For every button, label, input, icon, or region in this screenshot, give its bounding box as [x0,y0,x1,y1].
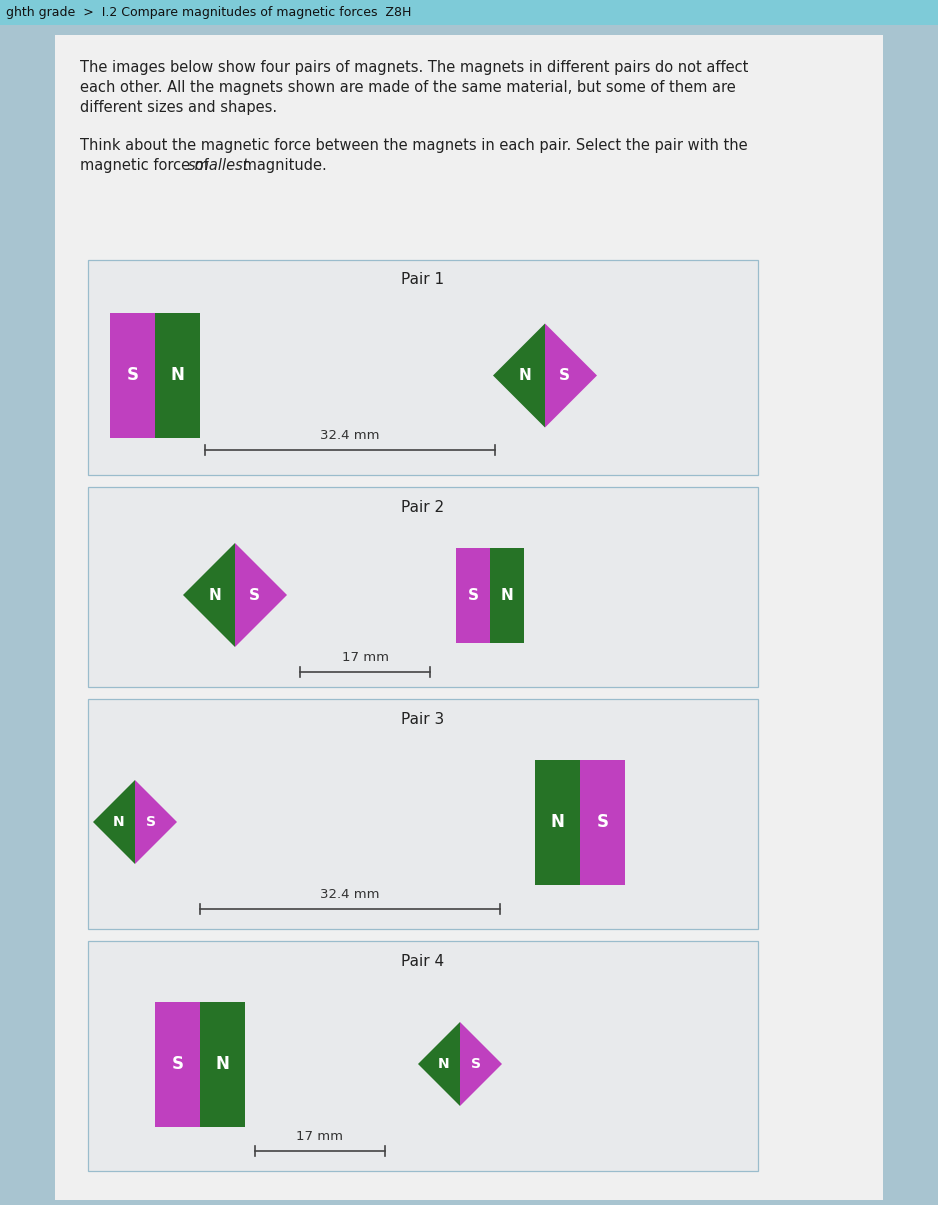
Text: Pair 4: Pair 4 [401,953,445,969]
Text: N: N [209,588,221,602]
Bar [88,260,758,475]
Bar [55,35,883,1200]
Text: N: N [171,366,185,384]
Text: S: S [471,1057,481,1071]
Text: S: S [127,366,139,384]
Bar [200,1001,245,1127]
Text: N: N [438,1057,450,1071]
Text: N: N [519,368,532,383]
Text: S: S [597,813,609,831]
Text: S: S [250,588,260,602]
Bar [456,547,490,642]
Text: Pair 3: Pair 3 [401,711,445,727]
Text: N: N [216,1056,230,1072]
Text: smallest: smallest [188,158,250,174]
Text: 17 mm: 17 mm [341,651,388,664]
Bar [580,759,625,884]
Text: ghth grade  >  I.2 Compare magnitudes of magnetic forces  Z8H: ghth grade > I.2 Compare magnitudes of m… [6,6,412,19]
Text: Pair 1: Pair 1 [401,272,445,288]
Polygon shape [418,1022,460,1106]
Bar [155,1001,200,1127]
Text: 32.4 mm: 32.4 mm [320,888,380,901]
Text: The images below show four pairs of magnets. The magnets in different pairs do n: The images below show four pairs of magn… [80,60,749,75]
Text: magnitude.: magnitude. [238,158,326,174]
Text: 17 mm: 17 mm [296,1130,343,1144]
Bar [155,313,200,437]
Bar [0,0,938,25]
Text: N: N [551,813,565,831]
Bar [490,547,524,642]
Text: Think about the magnetic force between the magnets in each pair. Select the pair: Think about the magnetic force between t… [80,139,748,153]
Text: S: S [467,588,478,602]
Text: S: S [146,815,156,829]
Polygon shape [93,780,135,864]
Polygon shape [493,323,545,428]
Text: each other. All the magnets shown are made of the same material, but some of the: each other. All the magnets shown are ma… [80,80,735,95]
Text: S: S [559,368,570,383]
Text: Pair 2: Pair 2 [401,500,445,515]
Text: S: S [172,1056,184,1072]
Text: different sizes and shapes.: different sizes and shapes. [80,100,277,114]
Text: N: N [113,815,125,829]
Text: 32.4 mm: 32.4 mm [320,429,380,442]
Bar [535,759,580,884]
Bar [88,487,758,687]
Text: N: N [501,588,513,602]
Polygon shape [183,543,235,647]
Polygon shape [235,543,287,647]
Bar [88,699,758,929]
Bar [110,313,155,437]
Text: magnetic force of: magnetic force of [80,158,213,174]
Polygon shape [135,780,177,864]
Polygon shape [545,323,597,428]
Bar [88,941,758,1171]
Polygon shape [460,1022,502,1106]
